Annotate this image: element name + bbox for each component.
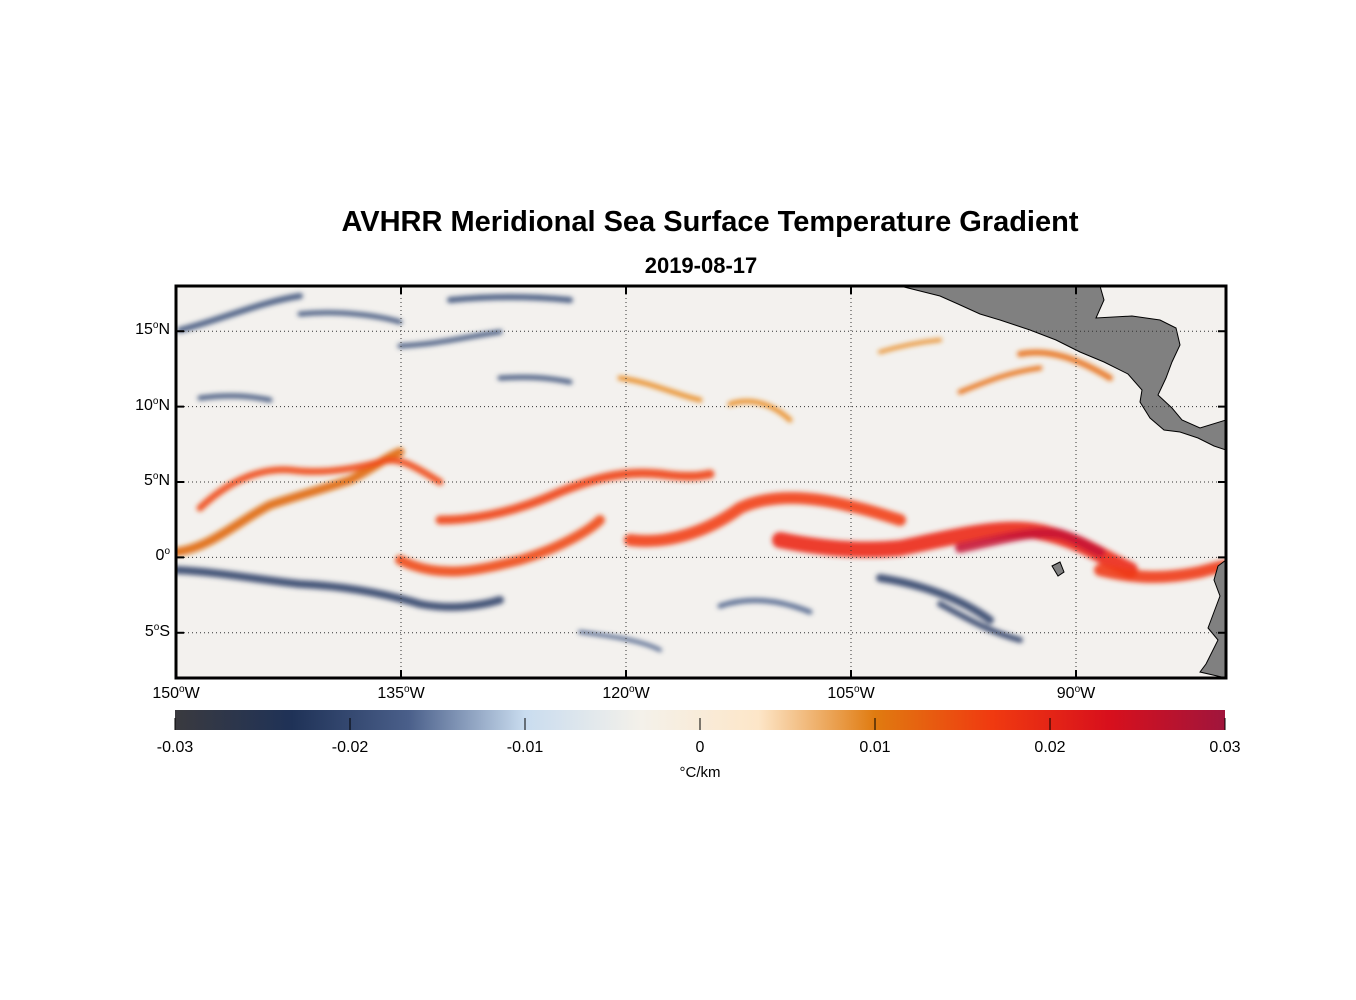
land-masses [899, 286, 1226, 678]
colorbar-tick-label: 0.02 [1034, 739, 1066, 756]
central-america-land [899, 286, 1226, 451]
gradient-band [497, 374, 573, 385]
lat-label: 15oN [135, 320, 170, 339]
map-subtitle-date: 2019-08-17 [644, 253, 758, 278]
gradient-band [937, 601, 1023, 643]
gradient-band [395, 515, 605, 577]
lat-label: 5oN [143, 471, 170, 489]
gradient-band [717, 597, 813, 615]
gradient-band [876, 574, 994, 624]
colorbar-tick-label: -0.01 [506, 739, 544, 756]
gradient-band [196, 456, 444, 512]
gradient-band [955, 528, 1105, 557]
gradient-band [176, 566, 504, 611]
lon-label: 120oW [602, 684, 650, 702]
gradient-band [957, 365, 1043, 395]
colorbar-tick-label: -0.02 [331, 739, 369, 756]
lon-label: 105oW [827, 684, 875, 702]
lon-label: 135oW [377, 684, 425, 702]
gradient-band [624, 492, 906, 547]
gradient-band [177, 293, 303, 333]
gradient-band [197, 393, 273, 403]
colorbar-tick-label: 0.01 [859, 739, 891, 756]
galapagos-land [1051, 561, 1065, 577]
lon-label: 150oW [152, 684, 200, 702]
gradient-band [878, 338, 942, 354]
lat-label: 10oN [135, 395, 170, 414]
map-title: AVHRR Meridional Sea Surface Temperature… [341, 206, 1079, 238]
lat-label: 5oS [144, 621, 170, 640]
colorbar-tick-label: 0.03 [1209, 739, 1241, 756]
gradient-band [1017, 349, 1113, 381]
south-america-land [1199, 559, 1226, 678]
lon-label: 90oW [1056, 684, 1096, 702]
gradient-band [297, 310, 403, 325]
axis-ticks [175, 286, 1226, 678]
gradient-band [397, 329, 503, 349]
lat-label: 0o [155, 546, 170, 565]
colorbar-tick-label: 0 [695, 739, 705, 756]
colorbar-unit: °C/km [679, 764, 721, 781]
gradient-band [447, 294, 573, 303]
gradient-band [617, 375, 703, 403]
colorbar-ticks [174, 718, 1226, 730]
colorbar-tick-label: -0.03 [156, 739, 194, 756]
gradient-band [727, 398, 793, 423]
